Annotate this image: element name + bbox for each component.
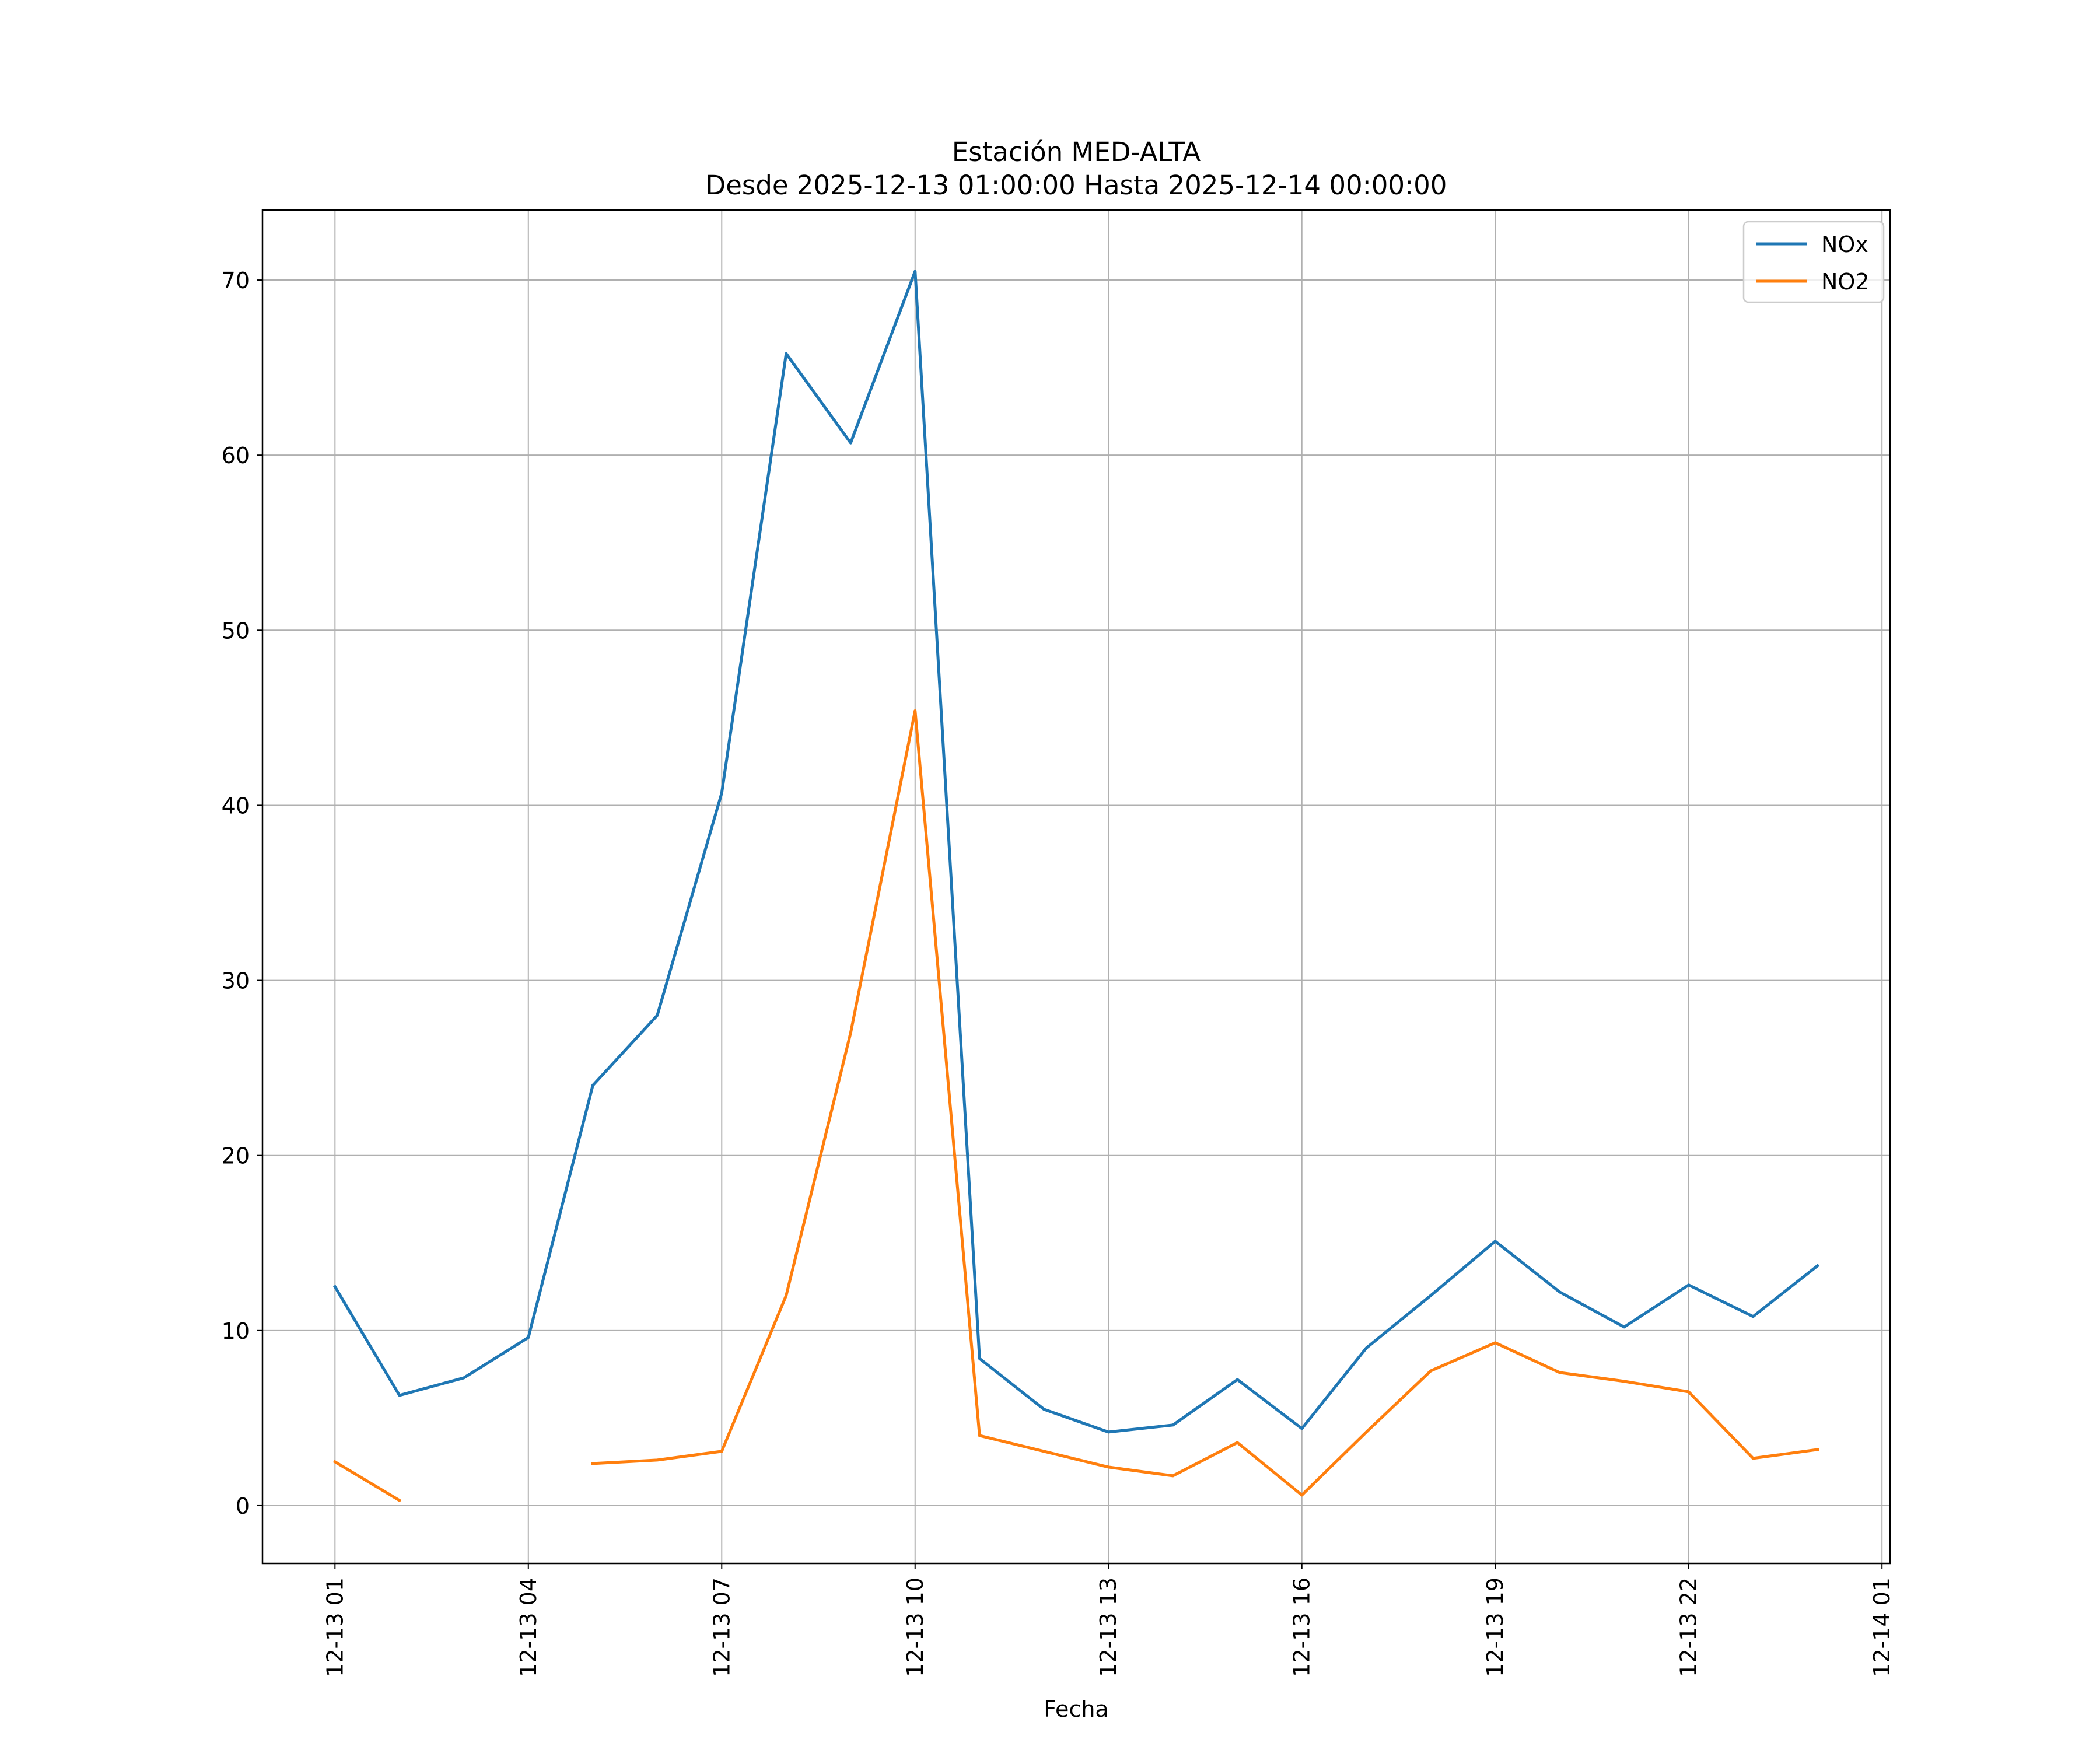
series-line-no2 bbox=[332, 709, 1819, 1503]
series-lines bbox=[332, 270, 1820, 1503]
x-tick-label: 12-13 01 bbox=[322, 1577, 348, 1677]
x-tick-label: 12-14 01 bbox=[1869, 1577, 1895, 1677]
x-tick-label: 12-13 22 bbox=[1676, 1577, 1702, 1677]
y-tick-label: 20 bbox=[222, 1143, 250, 1169]
chart-title-line1: Estación MED-ALTA bbox=[952, 137, 1201, 167]
y-tick-label: 0 bbox=[236, 1493, 250, 1519]
legend-label-nox: NOx bbox=[1821, 232, 1868, 257]
x-tick-label: 12-13 04 bbox=[516, 1577, 541, 1677]
chart-title-line2: Desde 2025-12-13 01:00:00 Hasta 2025-12-… bbox=[706, 170, 1447, 201]
x-tick-label: 12-13 07 bbox=[709, 1577, 734, 1677]
y-tick-label: 50 bbox=[222, 618, 250, 643]
series-line-nox bbox=[332, 270, 1820, 1434]
axis-ticks: 0 10 20 30 40 50 60 70 12-13 01 12-13 04 12-13 07 1… bbox=[222, 268, 1895, 1677]
y-tick-label: 30 bbox=[222, 968, 250, 994]
x-axis-label: Fecha bbox=[1044, 1696, 1108, 1722]
x-tick-label: 12-13 16 bbox=[1289, 1577, 1315, 1677]
plot-frame bbox=[261, 209, 1891, 1565]
y-tick-label: 10 bbox=[222, 1318, 250, 1344]
legend-label-no2: NO2 bbox=[1821, 269, 1870, 295]
y-tick-label: 40 bbox=[222, 793, 250, 818]
x-tick-label: 12-13 10 bbox=[902, 1577, 928, 1677]
y-tick-label: 60 bbox=[222, 443, 250, 468]
x-tick-label: 12-13 19 bbox=[1482, 1577, 1508, 1677]
x-tick-label: 12-13 13 bbox=[1096, 1577, 1121, 1677]
legend: NOx NO2 bbox=[1742, 221, 1885, 303]
y-tick-label: 70 bbox=[222, 268, 250, 293]
